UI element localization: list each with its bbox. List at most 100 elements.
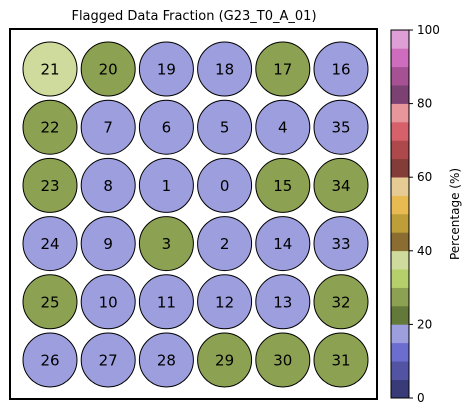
colorbar-segment (391, 103, 409, 123)
colorbar-segment (391, 287, 409, 307)
cell-circle (22, 332, 78, 388)
cell-label: 11 (157, 293, 176, 311)
colorbar-segment (391, 195, 409, 215)
cell-circle (255, 99, 311, 155)
cell-circle (313, 157, 369, 213)
cell-circle (22, 41, 78, 97)
cell-label: 5 (220, 119, 230, 137)
cell-circle (313, 274, 369, 330)
cell-label: 8 (103, 177, 113, 195)
cell-label: 22 (40, 119, 59, 137)
cell-circle (80, 332, 136, 388)
colorbar-tick-label: 20 (417, 317, 432, 331)
cell-circle (313, 332, 369, 388)
cell-label: 27 (99, 352, 118, 370)
cell-circle (80, 157, 136, 213)
colorbar-segment (391, 306, 409, 325)
chart-title: Flagged Data Fraction (G23_T0_A_01) (71, 9, 316, 24)
cell-label: 34 (331, 177, 350, 195)
colorbar-label: Percentage (%) (448, 168, 462, 260)
colorbar-segment (391, 66, 409, 86)
cell-circle (197, 41, 253, 97)
cell-label: 13 (273, 293, 292, 311)
colorbar-ticks: 0 20 40 60 80 100 (409, 23, 440, 405)
cell-circle (80, 41, 136, 97)
colorbar-tick-label: 40 (417, 244, 432, 258)
colorbar-segment (391, 85, 409, 104)
cell-circle (313, 41, 369, 97)
cell-label: 23 (40, 177, 59, 195)
cell-circle (255, 157, 311, 213)
colorbar-segment (391, 158, 409, 178)
cell-label: 2 (220, 235, 230, 253)
cell-circle (138, 157, 194, 213)
cell-circle (255, 41, 311, 97)
cell-label: 7 (103, 119, 113, 137)
cell-label: 30 (273, 352, 292, 370)
cell-circle (22, 157, 78, 213)
cell-circle (138, 332, 194, 388)
cell-label: 14 (273, 235, 292, 253)
cell-circle (313, 216, 369, 272)
colorbar-tick-label: 100 (417, 23, 440, 37)
cell-label: 1 (162, 177, 172, 195)
cell-circle (22, 99, 78, 155)
plot-frame (9, 28, 378, 400)
cell-label: 33 (331, 235, 350, 253)
colorbar-segment (391, 177, 409, 196)
cell-circle (197, 157, 253, 213)
cell-label: 28 (157, 352, 176, 370)
cell-circle (138, 41, 194, 97)
cell-circle (255, 332, 311, 388)
colorbar-tick-label: 0 (417, 391, 425, 405)
cell-circle (80, 274, 136, 330)
cell-label: 31 (331, 352, 350, 370)
cell-label: 26 (40, 352, 59, 370)
cell-circle (197, 99, 253, 155)
colorbar-segment (391, 269, 409, 288)
cell-circle (80, 216, 136, 272)
cell-label: 25 (40, 293, 59, 311)
cell-circle (138, 216, 194, 272)
cell-label: 29 (215, 352, 234, 370)
cell-circle (22, 216, 78, 272)
colorbar-segment (391, 214, 409, 233)
colorbar-segment (391, 324, 409, 344)
cell-circle (197, 332, 253, 388)
colorbar-segment (391, 232, 409, 252)
cell-circle (313, 99, 369, 155)
cell-circle (197, 274, 253, 330)
cell-circle (138, 274, 194, 330)
cell-label: 32 (331, 293, 350, 311)
cell-label: 19 (157, 61, 176, 79)
cell-label: 35 (331, 119, 350, 137)
cell-circle (255, 216, 311, 272)
cell-circle (138, 99, 194, 155)
cell-circle (255, 274, 311, 330)
colorbar-segment (391, 379, 409, 399)
cell-circle (80, 99, 136, 155)
cell-label: 3 (162, 235, 172, 253)
colorbar-segment (391, 30, 409, 49)
colorbar (390, 29, 410, 399)
cell-label: 9 (103, 235, 113, 253)
cell-label: 12 (215, 293, 234, 311)
cell-circle (22, 274, 78, 330)
cell-label: 4 (278, 119, 288, 137)
cell-circle (197, 216, 253, 272)
colorbar-segment (391, 250, 409, 270)
cell-label: 21 (40, 61, 59, 79)
colorbar-segment (391, 342, 409, 362)
cell-label: 15 (273, 177, 292, 195)
cell-label: 16 (331, 61, 350, 79)
cell-label: 0 (220, 177, 230, 195)
cell-label: 17 (273, 61, 292, 79)
cell-label: 20 (99, 61, 118, 79)
colorbar-tick-label: 80 (417, 97, 432, 111)
colorbar-segment (391, 48, 409, 68)
colorbar-segment (391, 122, 409, 141)
cell-label: 18 (215, 61, 234, 79)
cell-label: 6 (162, 119, 172, 137)
